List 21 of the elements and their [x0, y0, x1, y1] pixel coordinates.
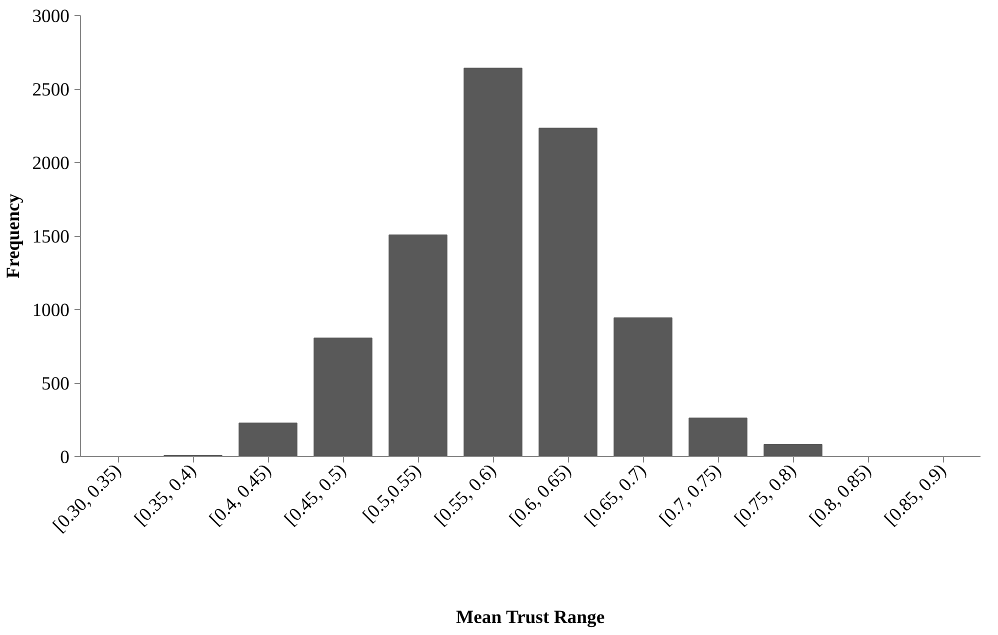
- y-tick-label: 3000: [32, 6, 70, 27]
- x-axis-title: Mean Trust Range: [456, 606, 605, 628]
- bar: [388, 234, 448, 456]
- bar: [538, 128, 598, 456]
- y-tick-label: 1000: [32, 300, 70, 321]
- y-tick-label: 1500: [32, 226, 70, 248]
- bar: [688, 418, 748, 456]
- x-tick-label: [0.6, 0.65): [506, 460, 576, 530]
- bar: [764, 444, 822, 456]
- bar: [614, 317, 672, 456]
- x-tick-label: [0.7, 0.75): [656, 460, 726, 530]
- x-tick-label: [0.8, 0.85): [806, 460, 876, 530]
- bar: [314, 338, 372, 456]
- y-tick-label: 2500: [32, 80, 70, 100]
- x-tick-label: [0.4, 0.45): [206, 460, 276, 530]
- y-tick-label: 500: [42, 374, 70, 394]
- y-axis-title: Frequency: [3, 193, 24, 278]
- y-tick-label: 0: [60, 447, 70, 468]
- bar: [464, 68, 522, 456]
- bar: [238, 422, 298, 456]
- y-tick-label: 2000: [32, 153, 70, 174]
